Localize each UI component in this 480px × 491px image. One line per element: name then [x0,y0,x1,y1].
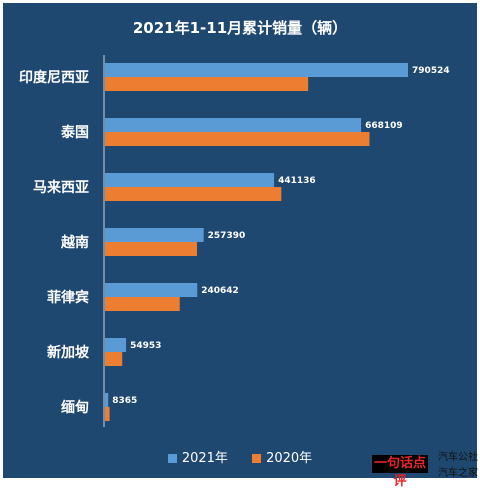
bar-2020 [105,132,370,146]
data-label-2021: 8365 [112,396,137,406]
chart-legend: 2021年 2020年 [3,447,477,466]
legend-swatch-2021 [167,454,177,463]
bar-2021 [105,338,127,352]
bar-2021 [105,228,204,242]
bar-2020 [105,297,180,311]
bar-2020 [105,77,309,91]
bar-2020 [105,242,197,256]
data-label-2021: 790524 [412,66,450,76]
watermark-line-2: 汽车之家 [438,468,478,479]
data-label-2021: 668109 [365,121,403,131]
data-label-2021: 441136 [278,176,316,186]
legend-swatch-2020 [252,454,262,463]
bar-2021 [105,393,109,407]
bar-2021 [105,173,275,187]
legend-label-2021: 2021年 [181,451,228,466]
legend-label-2020: 2020年 [266,451,313,466]
category-label: 马来西亚 [33,180,89,196]
category-label: 印度尼西亚 [19,69,89,86]
legend-item-2021: 2021年 [167,447,228,466]
category-label: 泰国 [60,124,89,141]
legend-item-2020: 2020年 [252,447,312,466]
category-label: 新加坡 [47,344,90,361]
data-label-2021: 54953 [130,341,161,351]
chart-title: 2021年1-11月累计销量（辆） [132,19,348,37]
category-label: 缅甸 [61,399,89,416]
bar-2020 [105,352,123,366]
watermark: 一句话点评 汽车公社 汽车之家 [372,446,480,489]
bar-2021 [105,283,198,297]
image-frame: 2021年1-11月累计销量（辆） 印度尼西亚 790524 泰国 668109 马来西… [3,3,480,489]
category-label: 越南 [60,234,89,251]
watermark-tag: 一句话点评 [372,455,428,489]
bar-2020 [105,187,282,201]
bar-2020 [105,407,110,421]
bar-2021 [105,118,362,132]
watermark-line-1: 汽车公社 [438,452,478,463]
chart-panel: 2021年1-11月累计销量（辆） 印度尼西亚 790524 泰国 668109 马来西… [3,3,477,478]
bar-chart: 印度尼西亚 790524 泰国 668109 马来西亚 441136 越南 257390 菲律宾… [19,55,450,427]
bar-2021 [105,63,409,77]
data-label-2021: 240642 [201,286,239,296]
category-label: 菲律宾 [47,289,89,306]
data-label-2021: 257390 [208,231,246,241]
